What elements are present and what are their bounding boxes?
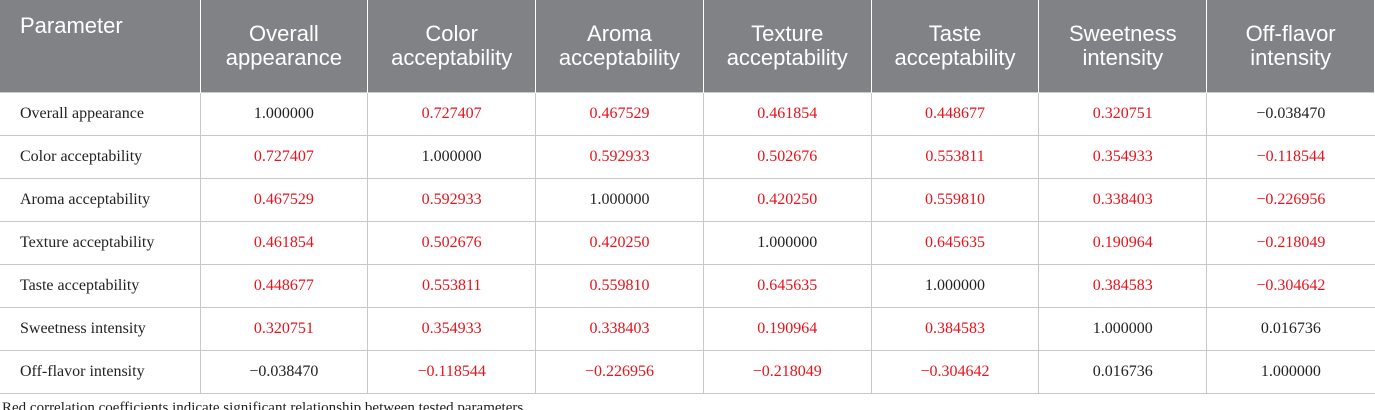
cell: 1.000000 — [199, 92, 369, 136]
row-label: Aroma acceptability — [0, 178, 201, 222]
cell: 1.000000 — [870, 264, 1040, 308]
table-row: Taste acceptability 0.448677 0.553811 0.559… — [0, 264, 1375, 308]
table-row: Color acceptability 0.727407 1.000000 0.592… — [0, 135, 1375, 179]
cell: 0.338403 — [535, 307, 704, 351]
header-cell: Sweetness intensity — [1038, 0, 1208, 93]
cell: 0.559810 — [870, 178, 1040, 222]
cell: 0.016736 — [1206, 307, 1375, 351]
cell: 0.592933 — [535, 135, 704, 179]
cell: 0.553811 — [870, 135, 1040, 179]
header-cell: Color acceptability — [367, 0, 537, 93]
header-cell: Texture acceptability — [703, 0, 872, 93]
cell: 0.461854 — [199, 221, 369, 265]
cell: 0.502676 — [367, 221, 537, 265]
cell: 0.559810 — [535, 264, 704, 308]
cell: 0.420250 — [535, 221, 704, 265]
table-row: Off-flavor intensity −0.038470 −0.118544 −0… — [0, 350, 1375, 394]
header-cell: Parameter — [0, 0, 201, 93]
cell: 0.553811 — [367, 264, 537, 308]
cell: −0.038470 — [199, 350, 369, 394]
cell: 0.448677 — [870, 92, 1040, 136]
cell: 0.645635 — [702, 264, 872, 308]
cell: −0.304642 — [1206, 264, 1375, 308]
cell: 0.016736 — [1038, 350, 1208, 394]
cell: −0.038470 — [1206, 92, 1375, 136]
header-cell: Overall appearance — [200, 0, 369, 93]
cell: 0.320751 — [1038, 92, 1208, 136]
cell: 0.384583 — [870, 307, 1040, 351]
cell: −0.226956 — [1206, 178, 1375, 222]
cell: −0.226956 — [535, 350, 704, 394]
cell: 0.354933 — [1038, 135, 1208, 179]
cell: 0.320751 — [199, 307, 369, 351]
cell: 0.592933 — [367, 178, 537, 222]
cell: 0.645635 — [870, 221, 1040, 265]
header-cell: Aroma acceptability — [535, 0, 704, 93]
header-cell: Taste acceptability — [871, 0, 1040, 93]
row-label: Overall appearance — [0, 92, 201, 136]
cell: 0.448677 — [199, 264, 369, 308]
cell: 0.727407 — [367, 92, 537, 136]
table-body: Overall appearance 1.000000 0.727407 0.4675… — [0, 92, 1375, 394]
table-row: Sweetness intensity 0.320751 0.354933 0.338… — [0, 307, 1375, 351]
row-label: Texture acceptability — [0, 221, 201, 265]
correlation-table: Parameter Overall appearance Color accepta… — [0, 0, 1375, 394]
header-cell: Off-flavor intensity — [1206, 0, 1375, 93]
cell: 0.461854 — [702, 92, 872, 136]
cell: 0.354933 — [367, 307, 537, 351]
cell: 0.420250 — [702, 178, 872, 222]
cell: 1.000000 — [1206, 350, 1375, 394]
table-row: Texture acceptability 0.461854 0.502676 0.4… — [0, 221, 1375, 265]
table-row: Aroma acceptability 0.467529 0.592933 1.000… — [0, 178, 1375, 222]
header-row: Parameter Overall appearance Color accepta… — [0, 0, 1375, 93]
table-row: Overall appearance 1.000000 0.727407 0.4675… — [0, 92, 1375, 136]
cell: 0.190964 — [702, 307, 872, 351]
cell: 1.000000 — [535, 178, 704, 222]
cell: 0.467529 — [535, 92, 704, 136]
cell: −0.118544 — [367, 350, 537, 394]
cell: 0.502676 — [702, 135, 872, 179]
cell: 0.727407 — [199, 135, 369, 179]
cell: 1.000000 — [1038, 307, 1208, 351]
cell: −0.218049 — [702, 350, 872, 394]
cell: 1.000000 — [702, 221, 872, 265]
cell: 0.467529 — [199, 178, 369, 222]
cell: 1.000000 — [367, 135, 537, 179]
cell: 0.338403 — [1038, 178, 1208, 222]
footnote: Red correlation coefficients indicate si… — [2, 400, 527, 410]
cell: 0.384583 — [1038, 264, 1208, 308]
cell: −0.118544 — [1206, 135, 1375, 179]
row-label: Off-flavor intensity — [0, 350, 201, 394]
cell: −0.218049 — [1206, 221, 1375, 265]
row-label: Color acceptability — [0, 135, 201, 179]
row-label: Taste acceptability — [0, 264, 201, 308]
row-label: Sweetness intensity — [0, 307, 201, 351]
cell: −0.304642 — [870, 350, 1040, 394]
cell: 0.190964 — [1038, 221, 1208, 265]
